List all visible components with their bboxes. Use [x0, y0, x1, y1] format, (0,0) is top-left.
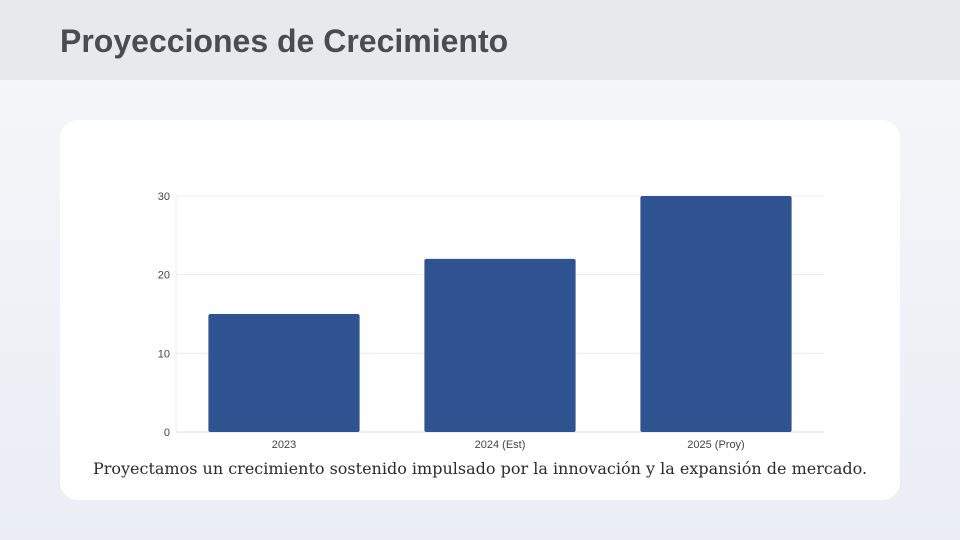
chart-caption: Proyectamos un crecimiento sostenido imp… — [92, 459, 868, 478]
chart-card: 0 10 20 30 2023 2024 (Est) 2025 (Proy) Proyec… — [60, 120, 900, 500]
page-title: Proyecciones de Crecimiento — [60, 23, 509, 59]
header-bar: Proyecciones de Crecimiento — [0, 0, 960, 80]
y-tick-label: 0 — [164, 427, 170, 439]
x-tick-labels: 2023 2024 (Est) 2025 (Proy) — [272, 439, 745, 451]
y-tick-label: 10 — [158, 348, 170, 360]
y-tick-label: 30 — [158, 191, 170, 203]
y-tick-labels: 0 10 20 30 — [158, 191, 170, 439]
bars — [208, 196, 792, 432]
bar — [424, 258, 576, 432]
y-tick-label: 20 — [158, 270, 170, 282]
x-tick-label: 2025 (Proy) — [687, 439, 744, 451]
bar — [208, 314, 360, 432]
x-tick-label: 2023 — [272, 439, 296, 451]
x-tick-label: 2024 (Est) — [475, 439, 526, 451]
bar-chart: 0 10 20 30 2023 2024 (Est) 2025 (Proy) — [158, 191, 824, 451]
bar — [640, 196, 792, 432]
